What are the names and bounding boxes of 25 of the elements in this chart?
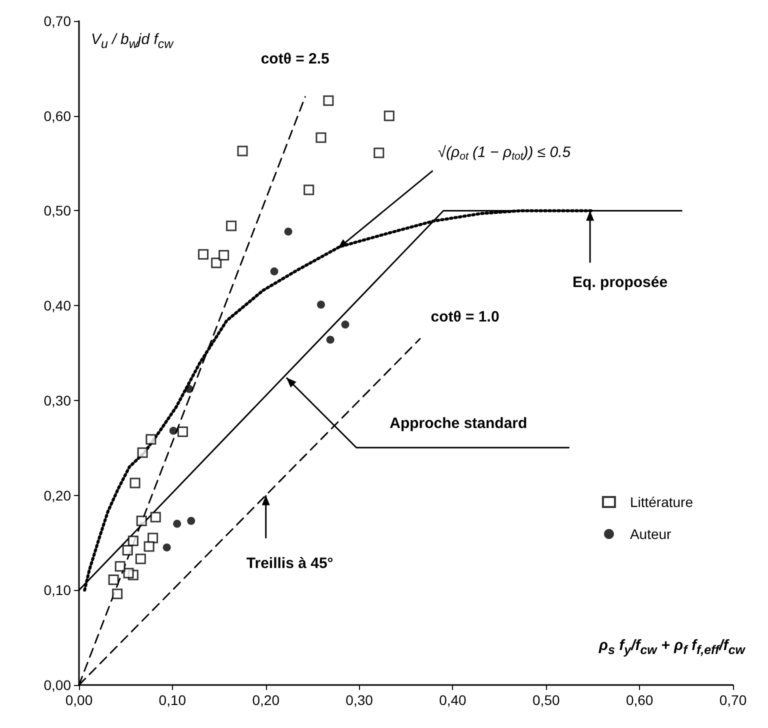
- annotation: Approche standard: [390, 415, 528, 432]
- y-tick-label: 0,30: [44, 392, 72, 408]
- y-tick-label: 0,40: [44, 298, 72, 314]
- annotation: cotθ = 1.0: [430, 308, 500, 326]
- annotation: cotθ = 2.5: [260, 50, 330, 68]
- y-tick-label: 0,10: [44, 582, 72, 598]
- annotation: Treillis à 45°: [246, 554, 334, 572]
- y-tick-label: 0,70: [44, 13, 72, 29]
- y-tick-label: 0,00: [44, 677, 72, 693]
- annotation: Eq. proposée: [572, 274, 668, 292]
- x-tick-label: 0,60: [626, 692, 654, 708]
- y-tick-label: 0,20: [44, 487, 72, 504]
- x-tick-label: 0,40: [439, 692, 467, 708]
- x-tick-label: 0,50: [532, 692, 560, 708]
- legend-label: Littérature: [630, 494, 694, 510]
- y-tick-label: 0,50: [44, 202, 72, 219]
- x-tick-label: 0,70: [719, 692, 747, 708]
- legend-label: Auteur: [630, 526, 672, 542]
- x-tick-label: 0,20: [252, 692, 280, 708]
- x-tick-label: 0,10: [158, 692, 186, 708]
- x-tick-label: 0,30: [346, 692, 374, 708]
- y-tick-label: 0,60: [44, 108, 72, 124]
- text: ρ$_{s}$ f$_{y}$/f$_{cw}$ + ρ$_{f}$ f$_{f,eff}$/f$_{cw}$: [598, 637, 745, 657]
- x-tick-label: 0,00: [65, 692, 93, 708]
- y-axis-title: V$_{u}$ / b$_{w}$jd f$_{cw}$: [91, 31, 174, 51]
